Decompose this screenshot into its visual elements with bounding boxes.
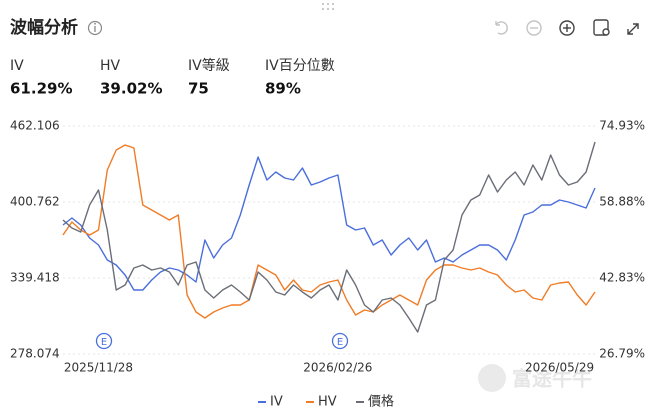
- undo-button[interactable]: [495, 21, 508, 35]
- y-tick-label: 339.418: [10, 271, 60, 285]
- x-tick-label: 2026/02/26: [303, 361, 372, 375]
- stat-label: HV: [100, 58, 121, 74]
- stat-value: 75: [188, 80, 209, 98]
- x-tick-label: 2026/05/29: [525, 361, 594, 375]
- stat-label: IV: [10, 58, 24, 74]
- stat-label: IV百分位數: [265, 58, 335, 74]
- event-label: E: [101, 337, 107, 348]
- legend-label: IV: [270, 395, 283, 410]
- stat-value: 61.29%: [10, 80, 72, 98]
- series-line: [62, 144, 596, 319]
- y2-tick-label: 58.88%: [599, 195, 645, 209]
- drag-handle[interactable]: [322, 3, 334, 10]
- legend-label: HV: [318, 395, 337, 410]
- y2-tick-label: 74.93%: [599, 119, 645, 133]
- y-tick-label: 400.762: [10, 195, 60, 209]
- info-icon[interactable]: [87, 20, 103, 36]
- zoom-in-button[interactable]: [559, 20, 575, 36]
- settings-button[interactable]: [593, 19, 610, 36]
- stat-label: IV等級: [188, 57, 230, 74]
- stat-value: 89%: [265, 80, 301, 98]
- event-marker[interactable]: E: [331, 332, 349, 350]
- stat-value: 39.02%: [100, 80, 162, 98]
- x-tick-label: 2025/11/28: [64, 361, 133, 375]
- event-label: E: [337, 337, 343, 348]
- expand-button[interactable]: [627, 23, 639, 35]
- y2-tick-label: 42.83%: [599, 271, 645, 285]
- event-marker[interactable]: E: [95, 332, 113, 350]
- series-line: [62, 141, 596, 333]
- watermark: 富途牛牛: [478, 364, 592, 392]
- y-tick-label: 278.074: [10, 347, 60, 361]
- watermark-text: 富途牛牛: [512, 367, 592, 391]
- y-tick-label: 462.106: [10, 119, 60, 133]
- panel-title: 波幅分析: [10, 17, 78, 38]
- legend-label: 價格: [368, 394, 394, 410]
- zoom-out-button[interactable]: [526, 20, 542, 36]
- series-line: [62, 156, 596, 291]
- y2-tick-label: 26.79%: [599, 347, 645, 361]
